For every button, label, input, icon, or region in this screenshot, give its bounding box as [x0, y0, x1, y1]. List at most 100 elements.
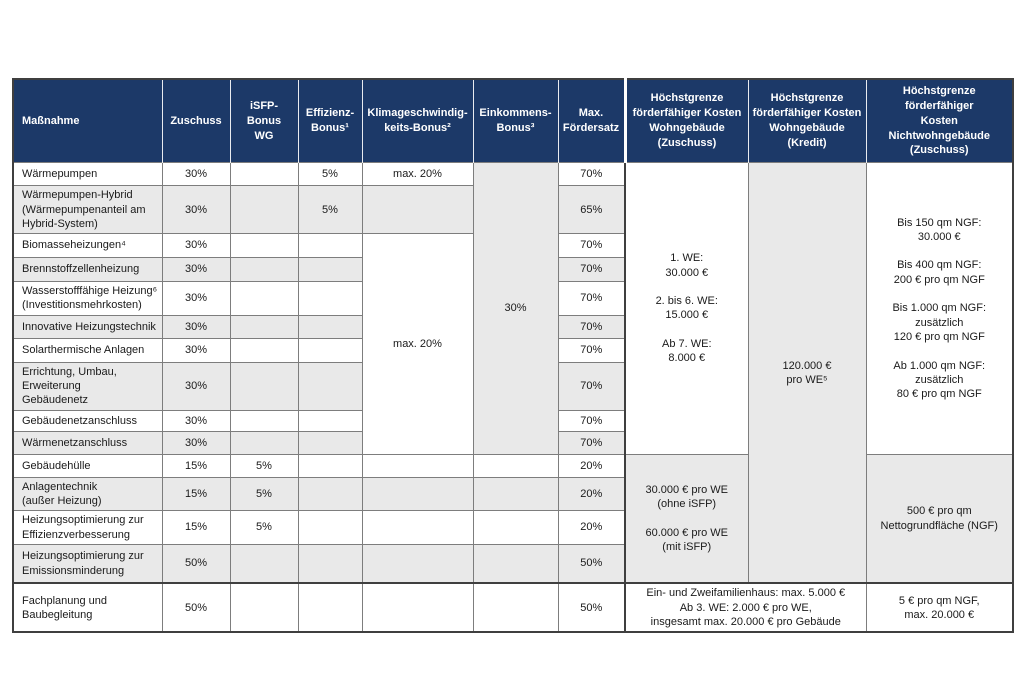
- cell-zuschuss: 30%: [161, 337, 231, 363]
- table-row: Heizungsoptimierung zur Effizienzverbess…: [12, 510, 1013, 545]
- cell-isfp-bonus: [229, 409, 299, 432]
- cell-klima-bonus: [361, 510, 474, 545]
- cell-max-foerdersatz: 70%: [557, 162, 626, 187]
- cell-massnahme: Wärmepumpen: [12, 162, 163, 187]
- cell-max-foerdersatz: 20%: [557, 453, 626, 478]
- header-zuschuss: Zuschuss: [162, 79, 231, 163]
- cell-hoechstgrenze-wg-bottom-merged: Ein- und Zweifamilienhaus: max. 5.000 € …: [624, 582, 867, 633]
- cell-zuschuss: 15%: [161, 510, 231, 545]
- cell-max-foerdersatz: 50%: [557, 543, 626, 584]
- cell-isfp-bonus: [229, 582, 299, 633]
- cell-max-foerdersatz: 70%: [557, 409, 626, 432]
- cell-hoechstgrenze-wg-kredit-merged: 120.000 € pro WE⁵: [747, 162, 867, 584]
- table-row: Wärmenetzanschluss 30% 70%: [12, 430, 1013, 455]
- cell-klima-bonus: [361, 185, 474, 235]
- cell-einkommens-bonus: [472, 543, 559, 584]
- header-hoechstgrenze-wg-zuschuss: Höchstgrenze förderfähiger Kosten Wohnge…: [625, 79, 749, 163]
- cell-isfp-bonus: 5%: [229, 453, 299, 478]
- cell-klima-bonus: [361, 453, 474, 478]
- cell-max-foerdersatz: 65%: [557, 185, 626, 235]
- cell-klima-bonus: [361, 543, 474, 584]
- cell-isfp-bonus: [229, 543, 299, 584]
- cell-isfp-bonus: [229, 430, 299, 455]
- cell-zuschuss: 50%: [161, 543, 231, 584]
- cell-max-foerdersatz: 20%: [557, 476, 626, 512]
- cell-isfp-bonus: 5%: [229, 476, 299, 512]
- cell-effizienz-bonus: 5%: [297, 185, 363, 235]
- cell-max-foerdersatz: 70%: [557, 361, 626, 411]
- cell-zuschuss: 30%: [161, 281, 231, 316]
- cell-isfp-bonus: [229, 361, 299, 411]
- table-row: Wasserstofffähige Heizung⁶ (Investitions…: [12, 281, 1013, 316]
- cell-einkommens-bonus: [472, 582, 559, 633]
- cell-einkommens-bonus: [472, 476, 559, 512]
- cell-einkommens-bonus: [472, 453, 559, 478]
- cell-zuschuss: 30%: [161, 185, 231, 235]
- table-row: Anlagentechnik (außer Heizung) 15% 5% 20…: [12, 476, 1013, 512]
- table-row: Brennstoffzellenheizung 30% 70%: [12, 257, 1013, 283]
- header-hoechstgrenze-nwg-zuschuss: Höchstgrenze förderfähiger Kosten Nichtw…: [866, 79, 1013, 163]
- cell-massnahme: Innovative Heizungstechnik: [12, 314, 163, 339]
- cell-effizienz-bonus: [297, 453, 363, 478]
- cell-effizienz-bonus: [297, 337, 363, 363]
- cell-massnahme: Wärmenetzanschluss: [12, 430, 163, 455]
- cell-massnahme: Gebäudenetzanschluss: [12, 409, 163, 432]
- cell-isfp-bonus: [229, 162, 299, 187]
- cell-massnahme: Heizungsoptimierung zur Emissionsminderu…: [12, 543, 163, 584]
- cell-massnahme: Anlagentechnik (außer Heizung): [12, 476, 163, 512]
- cell-massnahme: Wasserstofffähige Heizung⁶ (Investitions…: [12, 281, 163, 316]
- table-row: Gebäudenetzanschluss 30% 70%: [12, 409, 1013, 432]
- cell-massnahme: Wärmepumpen-Hybrid (Wärmepumpenanteil am…: [12, 185, 163, 235]
- cell-zuschuss: 15%: [161, 453, 231, 478]
- table-row: Biomasseheizungen⁴ 30% max. 20% 70%: [12, 233, 1013, 455]
- table-row: Gebäudehülle 15% 5% 20% 30.000 € pro WE …: [12, 453, 1014, 584]
- cell-effizienz-bonus: [297, 257, 363, 283]
- cell-effizienz-bonus: [297, 476, 363, 512]
- cell-max-foerdersatz: 20%: [557, 510, 626, 545]
- cell-effizienz-bonus: [297, 543, 363, 584]
- cell-zuschuss: 15%: [161, 476, 231, 512]
- cell-isfp-bonus: [229, 257, 299, 283]
- cell-massnahme: Fachplanung und Baubegleitung: [12, 582, 163, 633]
- cell-klima-bonus: max. 20%: [361, 162, 474, 187]
- cell-massnahme: Brennstoffzellenheizung: [12, 257, 163, 283]
- cell-massnahme: Solarthermische Anlagen: [12, 337, 163, 363]
- cell-zuschuss: 30%: [161, 361, 231, 411]
- cell-einkommens-bonus: [472, 510, 559, 545]
- header-massnahme: Maßnahme: [13, 79, 163, 163]
- cell-zuschuss: 30%: [161, 409, 231, 432]
- cell-max-foerdersatz: 70%: [557, 314, 626, 339]
- cell-max-foerdersatz: 70%: [557, 281, 626, 316]
- cell-isfp-bonus: 5%: [229, 510, 299, 545]
- cell-isfp-bonus: [229, 337, 299, 363]
- header-row: Maßnahme Zuschuss iSFP- Bonus WG Effizie…: [13, 79, 1013, 163]
- cell-effizienz-bonus: [297, 409, 363, 432]
- cell-massnahme: Gebäudehülle: [12, 453, 163, 478]
- cell-klima-bonus: [361, 476, 474, 512]
- cell-max-foerdersatz: 70%: [557, 233, 626, 259]
- cell-klima-bonus: [361, 582, 474, 633]
- cell-zuschuss: 30%: [161, 257, 231, 283]
- cell-zuschuss: 50%: [161, 582, 231, 633]
- header-einkommens-bonus: Einkommens- Bonus³: [473, 79, 559, 163]
- cell-hoechstgrenze-wg-zuschuss-merged: 30.000 € pro WE (ohne iSFP) 60.000 € pro…: [624, 453, 749, 584]
- table-row: Wärmepumpen-Hybrid (Wärmepumpenanteil am…: [12, 185, 1013, 235]
- cell-hoechstgrenze-nwg-merged: Bis 150 qm NGF: 30.000 € Bis 400 qm NGF:…: [865, 162, 1014, 455]
- header-isfp-bonus-wg: iSFP- Bonus WG: [230, 79, 299, 163]
- table-row: Heizungsoptimierung zur Emissionsminderu…: [12, 543, 1013, 584]
- cell-max-foerdersatz: 70%: [557, 257, 626, 283]
- cell-max-foerdersatz: 50%: [557, 582, 626, 633]
- cell-zuschuss: 30%: [161, 430, 231, 455]
- cell-massnahme: Biomasseheizungen⁴: [12, 233, 163, 259]
- cell-isfp-bonus: [229, 233, 299, 259]
- table-row: Innovative Heizungstechnik 30% 70%: [12, 314, 1013, 339]
- cell-isfp-bonus: [229, 281, 299, 316]
- cell-effizienz-bonus: 5%: [297, 162, 363, 187]
- cell-einkommens-bonus-merged: 30%: [472, 162, 559, 455]
- header-effizienz-bonus: Effizienz- Bonus¹: [298, 79, 363, 163]
- cell-zuschuss: 30%: [161, 162, 231, 187]
- table-row: Fachplanung und Baubegleitung 50% 50% Ei…: [12, 582, 1014, 633]
- cell-hoechstgrenze-wg-zuschuss-merged: 1. WE: 30.000 € 2. bis 6. WE: 15.000 € A…: [624, 162, 749, 455]
- cell-effizienz-bonus: [297, 314, 363, 339]
